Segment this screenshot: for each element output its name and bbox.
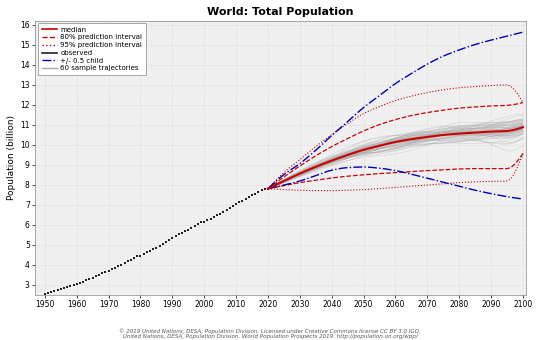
Y-axis label: Population (billion): Population (billion) bbox=[7, 115, 16, 200]
Title: World: Total Population: World: Total Population bbox=[207, 7, 354, 17]
Legend: median, 80% prediction interval, 95% prediction interval, observed, +/- 0.5 chil: median, 80% prediction interval, 95% pre… bbox=[38, 23, 146, 75]
Text: © 2019 United Nations, DESA, Population Division. Licensed under Creative Common: © 2019 United Nations, DESA, Population … bbox=[119, 328, 421, 339]
